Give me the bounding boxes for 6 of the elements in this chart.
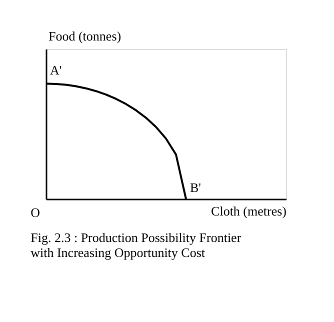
text: A' <box>50 62 62 78</box>
text: O <box>30 205 40 220</box>
y-axis-title: Food (tonnes) <box>48 28 122 44</box>
x-axis-title: Cloth (metres) <box>211 204 286 218</box>
annotation: B' <box>190 180 202 195</box>
text: Fig. 2.3 : Production Possibility Frontier with Increasing Opportunity Cost <box>30 230 242 260</box>
